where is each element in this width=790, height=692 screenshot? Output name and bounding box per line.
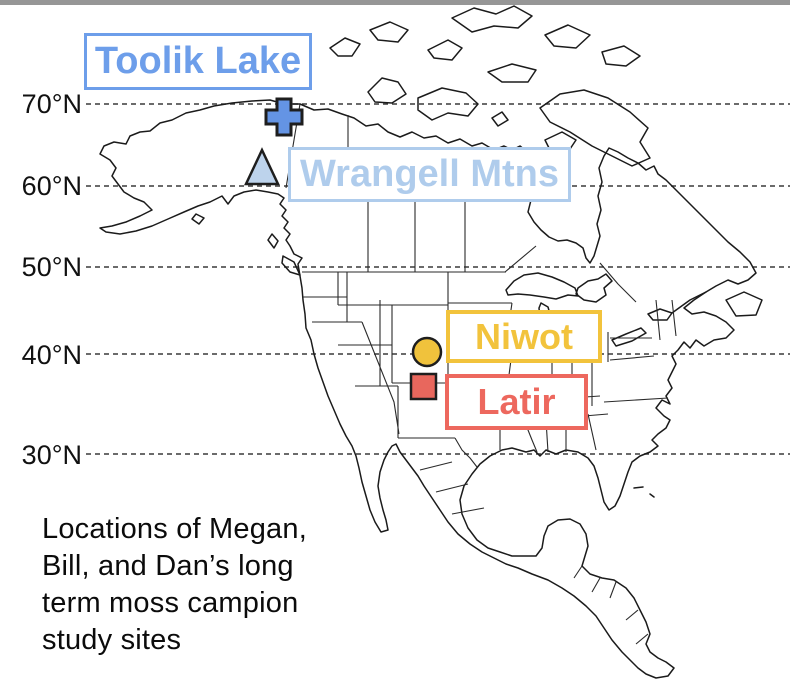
- site-markers: [244, 97, 443, 401]
- caption-line: Locations of Megan,: [42, 513, 307, 545]
- newfoundland-island: [725, 291, 763, 317]
- mexico-central-america-borders: [398, 437, 649, 645]
- arctic-islands: [329, 5, 651, 167]
- niwot-circle-marker: [411, 336, 443, 368]
- latir-label-box: Latir: [445, 374, 588, 430]
- toolik-lake-label: Toolik Lake: [94, 40, 302, 82]
- caption-line: term moss campion: [42, 587, 299, 619]
- latir-square-marker: [409, 372, 438, 401]
- toolik-lake-label-box: Toolik Lake: [84, 33, 312, 90]
- wrangell-mtns-triangle-marker: [244, 147, 280, 186]
- toolik-lake-cross-marker: [264, 97, 304, 137]
- latitude-label-30n: 30°N: [21, 440, 82, 470]
- caption-line: study sites: [42, 624, 182, 656]
- latitude-label-70n: 70°N: [21, 89, 82, 119]
- wrangell-mtns-label: Wrangell Mtns: [300, 153, 559, 195]
- st-lawrence-river: [671, 291, 707, 314]
- latitude-label-60n: 60°N: [21, 171, 82, 201]
- latir-label: Latir: [477, 381, 556, 422]
- latitude-label-40n: 40°N: [21, 340, 82, 370]
- interior-borders: [285, 103, 677, 645]
- niwot-label-box: Niwot: [446, 310, 602, 363]
- top-divider-bar: [0, 0, 790, 5]
- continent-outline: [99, 99, 757, 679]
- latitude-label-50n: 50°N: [21, 252, 82, 282]
- pacific-islands: [191, 213, 301, 276]
- caption-line: Bill, and Dan’s long: [42, 550, 294, 582]
- florida-keys: [633, 486, 655, 498]
- niwot-label: Niwot: [475, 315, 573, 357]
- figure-caption: Locations of Megan, Bill, and Dan’s long…: [42, 511, 392, 659]
- wrangell-mtns-label-box: Wrangell Mtns: [288, 147, 571, 202]
